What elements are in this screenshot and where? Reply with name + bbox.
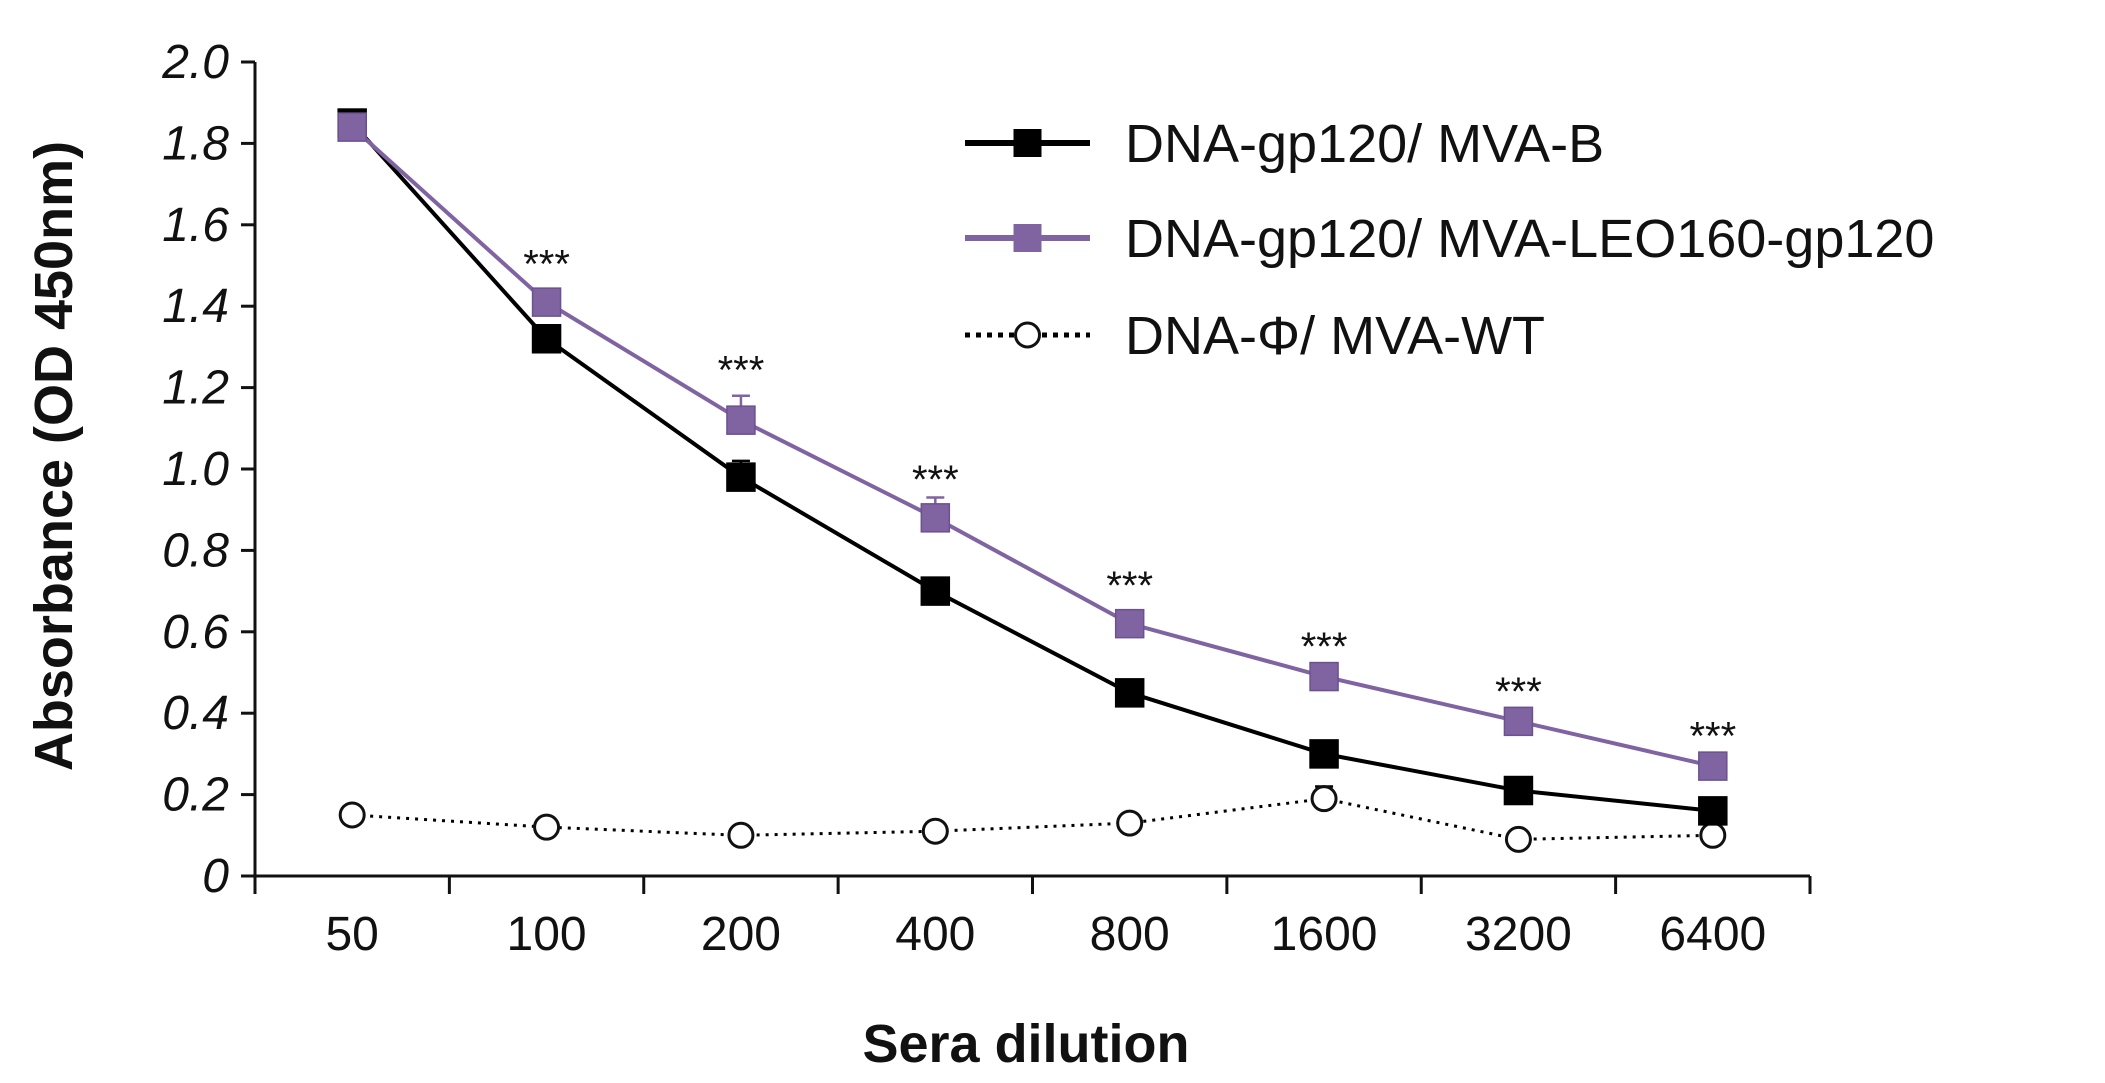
- y-tick-label: 2.0: [161, 36, 229, 89]
- series-line: [352, 797, 1713, 841]
- x-tick-label: 6400: [1659, 908, 1766, 961]
- series-layer: [337, 108, 1728, 853]
- data-point: [920, 576, 951, 606]
- data-point: [337, 112, 367, 142]
- x-tick-label: 800: [1090, 908, 1170, 961]
- y-tick-label: 0.4: [162, 687, 229, 740]
- data-point: [1698, 796, 1728, 826]
- data-point: [1698, 751, 1728, 781]
- data-point: [338, 801, 366, 829]
- x-tick-label: 1600: [1271, 908, 1378, 961]
- y-tick-label: 0.6: [162, 606, 229, 659]
- data-point: [726, 462, 756, 492]
- y-tick-label: 1.6: [162, 199, 229, 252]
- y-tick-label: 1.4: [162, 280, 229, 333]
- axes: 0 0.2 0.4 0.6 0.8 1.0 1.2 1.4 1.6 1.8 2.0 50 100 200 4…: [161, 36, 1812, 961]
- data-point: [1309, 661, 1339, 692]
- y-tick-label: 0.2: [162, 769, 229, 822]
- legend-label: DNA-Φ/ MVA-WT: [1125, 306, 1545, 366]
- legend-label: DNA-gp120/ MVA-LEO160-gp120: [1125, 209, 1934, 269]
- series-3: [338, 785, 1727, 853]
- significance-label: ***: [1689, 715, 1736, 759]
- data-point: [1504, 825, 1532, 853]
- x-tick-label: 200: [701, 908, 781, 961]
- x-axis-title: Sera dilution: [862, 1014, 1189, 1074]
- legend-marker: [1014, 321, 1041, 349]
- x-tick-label: 100: [507, 908, 587, 961]
- series-line: [350, 121, 1714, 813]
- legend-label: DNA-gp120/ MVA-B: [1125, 114, 1604, 174]
- data-point: [726, 405, 756, 435]
- y-tick-label: 1.2: [162, 362, 229, 415]
- data-point: [1699, 821, 1727, 849]
- data-point: [1310, 785, 1338, 813]
- significance-label: ***: [1495, 670, 1542, 714]
- y-axis-title: Absorbance (OD 450nm): [24, 141, 84, 771]
- legend-item-3: DNA-Φ/ MVA-WT: [965, 306, 1545, 366]
- data-point: [531, 287, 562, 317]
- legend: DNA-gp120/ MVA-B DNA-gp120/ MVA-LEO160-gp…: [965, 114, 1934, 366]
- series-1: [337, 108, 1728, 826]
- significance-label: ***: [523, 243, 570, 287]
- legend-marker: [1013, 129, 1042, 157]
- data-point: [531, 324, 562, 354]
- legend-marker: [1013, 224, 1042, 252]
- data-point: [1114, 678, 1145, 708]
- significance-label: ***: [1301, 625, 1348, 669]
- y-tick-label: 0.8: [162, 524, 229, 577]
- data-point: [533, 813, 561, 841]
- data-point: [921, 817, 949, 845]
- data-point: [1116, 809, 1144, 837]
- legend-item-2: DNA-gp120/ MVA-LEO160-gp120: [965, 209, 1934, 269]
- annotation-layer: *** *** *** *** *** *** ***: [523, 243, 1736, 759]
- significance-label: ***: [912, 458, 959, 502]
- y-tick-label: 1.8: [162, 117, 229, 170]
- data-point: [727, 821, 755, 849]
- x-tick-label: 50: [325, 908, 378, 961]
- series-2: [337, 112, 1728, 781]
- data-point: [1309, 739, 1339, 769]
- x-tick-label: 400: [895, 908, 975, 961]
- data-point: [1114, 608, 1145, 639]
- significance-label: ***: [1106, 564, 1153, 608]
- series-line: [350, 125, 1714, 769]
- y-tick-label: 1.0: [162, 443, 229, 496]
- data-point: [920, 503, 951, 533]
- legend-item-1: DNA-gp120/ MVA-B: [965, 114, 1604, 174]
- x-tick-label: 3200: [1465, 908, 1572, 961]
- data-point: [1503, 775, 1534, 806]
- significance-label: ***: [718, 348, 765, 392]
- data-point: [1503, 706, 1534, 737]
- y-tick-label: 0: [202, 850, 229, 903]
